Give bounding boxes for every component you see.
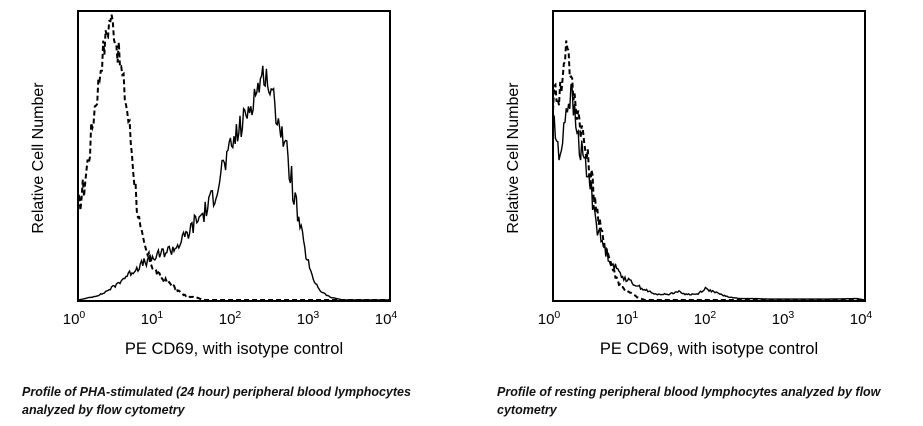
tick-exponent: 0 — [554, 309, 560, 321]
x-tick-label: 101 — [141, 309, 164, 328]
x-tick-label: 101 — [616, 309, 639, 328]
figure-caption-right: Profile of resting peripheral blood lymp… — [497, 385, 881, 417]
tick-base: 10 — [141, 311, 158, 328]
x-axis-label: PE CD69, with isotype control — [600, 340, 818, 358]
series-pe-cd69-line — [552, 83, 866, 301]
tick-exponent: 0 — [79, 309, 85, 321]
series-pe-cd69-line — [77, 65, 390, 301]
x-tick-label: 100 — [63, 309, 86, 328]
tick-exponent: 1 — [157, 309, 163, 321]
tick-exponent: 3 — [788, 309, 794, 321]
x-tick-labels: 100 101 102 103 104 — [63, 309, 398, 328]
x-tick-label: 102 — [694, 309, 717, 328]
y-axis-label: Relative Cell Number — [505, 82, 522, 234]
tick-base: 10 — [694, 311, 711, 328]
histogram-chart-right: Relative Cell Number PE CD69, with isoty… — [505, 10, 873, 358]
x-tick-label: 104 — [375, 309, 398, 328]
x-tick-label: 103 — [772, 309, 795, 328]
series-isotype-control-line — [552, 40, 865, 301]
tick-exponent: 2 — [235, 309, 241, 321]
tick-base: 10 — [850, 311, 867, 328]
chart-panel-right: Relative Cell Number PE CD69, with isoty… — [476, 0, 923, 426]
x-axis-label: PE CD69, with isotype control — [125, 340, 343, 358]
tick-base: 10 — [375, 311, 392, 328]
series-isotype-control-line — [77, 14, 390, 301]
tick-exponent: 4 — [866, 309, 872, 321]
x-tick-label: 103 — [297, 309, 320, 328]
tick-base: 10 — [616, 311, 633, 328]
tick-base: 10 — [772, 311, 789, 328]
tick-base: 10 — [297, 311, 314, 328]
tick-exponent: 1 — [632, 309, 638, 321]
x-tick-label: 102 — [219, 309, 242, 328]
tick-base: 10 — [63, 311, 80, 328]
plot-area — [552, 40, 866, 301]
histogram-chart-left: Relative Cell Number PE CD69, with isoty… — [30, 10, 398, 358]
plot-area — [77, 14, 390, 301]
tick-exponent: 4 — [391, 309, 397, 321]
tick-exponent: 3 — [313, 309, 319, 321]
figure-caption-left: Profile of PHA-stimulated (24 hour) peri… — [22, 385, 411, 417]
plot-frame — [552, 10, 866, 302]
tick-base: 10 — [219, 311, 236, 328]
x-tick-label: 100 — [538, 309, 561, 328]
tick-base: 10 — [538, 311, 555, 328]
chart-panel-left: Relative Cell Number PE CD69, with isoty… — [22, 10, 411, 417]
x-tick-labels: 100 101 102 103 104 — [538, 309, 873, 328]
tick-exponent: 2 — [710, 309, 716, 321]
x-tick-label: 104 — [850, 309, 873, 328]
plot-frame — [77, 10, 391, 302]
y-axis-label: Relative Cell Number — [30, 82, 47, 234]
